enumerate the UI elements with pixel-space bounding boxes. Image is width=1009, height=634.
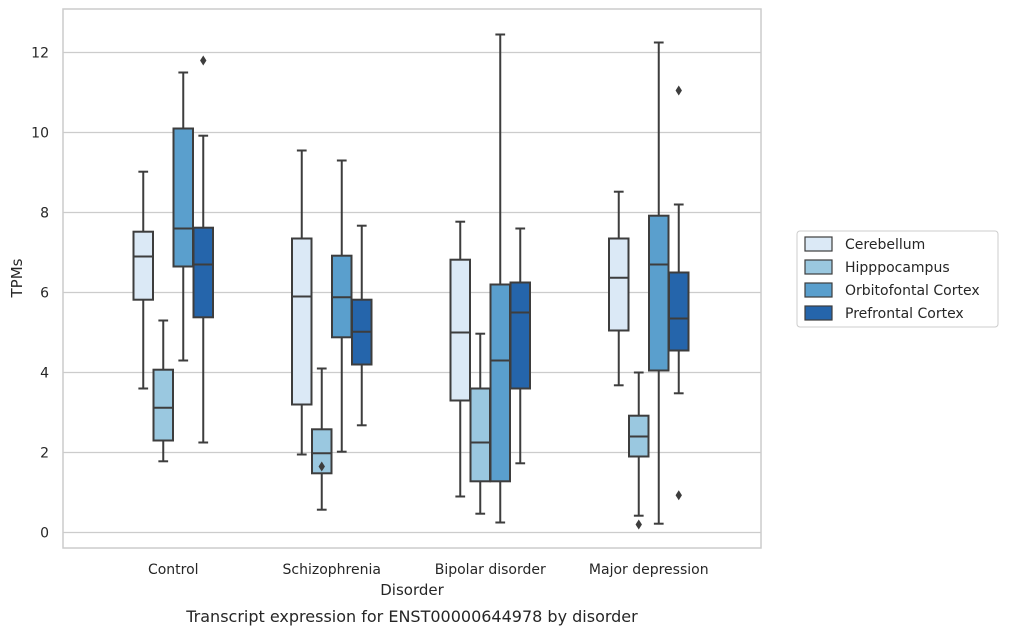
y-tick-label: 2 [40, 446, 49, 462]
outlier-point [318, 461, 325, 472]
chart-caption: Transcript expression for ENST0000064497… [185, 607, 638, 626]
outlier-point [675, 490, 682, 501]
outlier-point [635, 519, 642, 530]
legend-label: Orbitofontal Cortex [845, 283, 980, 299]
box-3-0 [608, 190, 630, 387]
box-body [668, 271, 690, 352]
y-tick-label: 10 [31, 126, 49, 142]
box-2-2 [489, 33, 511, 524]
box-0-1 [152, 319, 174, 463]
box-1-0 [291, 149, 313, 456]
box-body [648, 214, 670, 372]
outlier-point [675, 85, 682, 96]
legend-frame [796, 230, 999, 328]
x-tick-label: Major depression [589, 562, 709, 578]
x-tick-label: Bipolar disorder [435, 562, 546, 578]
box-body [152, 368, 174, 442]
box-body [509, 281, 531, 390]
y-tick-label: 8 [40, 206, 49, 222]
y-tick-label: 12 [31, 46, 49, 62]
legend-label: Hipppocampus [845, 260, 950, 276]
box-body [172, 127, 194, 268]
y-tick-label: 4 [40, 366, 49, 382]
y-tick-label: 0 [40, 526, 49, 542]
legend-swatch [804, 282, 833, 298]
legend-label: Prefrontal Cortex [845, 306, 964, 322]
box-0-2 [172, 71, 194, 362]
x-tick-label: Control [148, 562, 199, 578]
y-tick-labels: 0 2 4 6 8 10 12 [31, 46, 49, 542]
legend-items: Cerebellum Hipppocampus Orbitofontal Corte… [804, 236, 980, 322]
x-tick-labels: Control Schizophrenia Bipolar disorder Majo… [148, 562, 709, 578]
box-3-3 [668, 85, 690, 501]
box-body [469, 387, 491, 483]
box-2-0 [449, 220, 471, 498]
x-axis-label: Disorder [380, 581, 444, 599]
box-3-1 [628, 371, 650, 530]
box-1-3 [351, 224, 373, 427]
box-1-2 [331, 159, 353, 453]
box-body [449, 258, 471, 402]
y-tick-label: 6 [40, 286, 49, 302]
legend: Cerebellum Hipppocampus Orbitofontal Corte… [796, 230, 999, 328]
box-body [291, 237, 313, 406]
y-axis-label: TPMs [8, 258, 26, 298]
box-body [132, 230, 154, 301]
box-body [311, 428, 333, 475]
plot-area [62, 8, 762, 549]
box-0-0 [132, 170, 154, 390]
box-2-3 [509, 227, 531, 465]
box-2-1 [469, 332, 491, 515]
box-body [608, 237, 630, 332]
box-0-3 [192, 55, 214, 444]
outlier-point [200, 55, 207, 66]
box-groups [132, 33, 690, 530]
x-tick-label: Schizophrenia [283, 562, 381, 578]
legend-swatch [804, 236, 833, 252]
box-body [489, 283, 511, 483]
legend-label: Cerebellum [845, 237, 925, 253]
legend-swatch [804, 259, 833, 275]
box-body [192, 226, 214, 319]
box-1-1 [311, 367, 333, 511]
legend-swatch [804, 305, 833, 321]
